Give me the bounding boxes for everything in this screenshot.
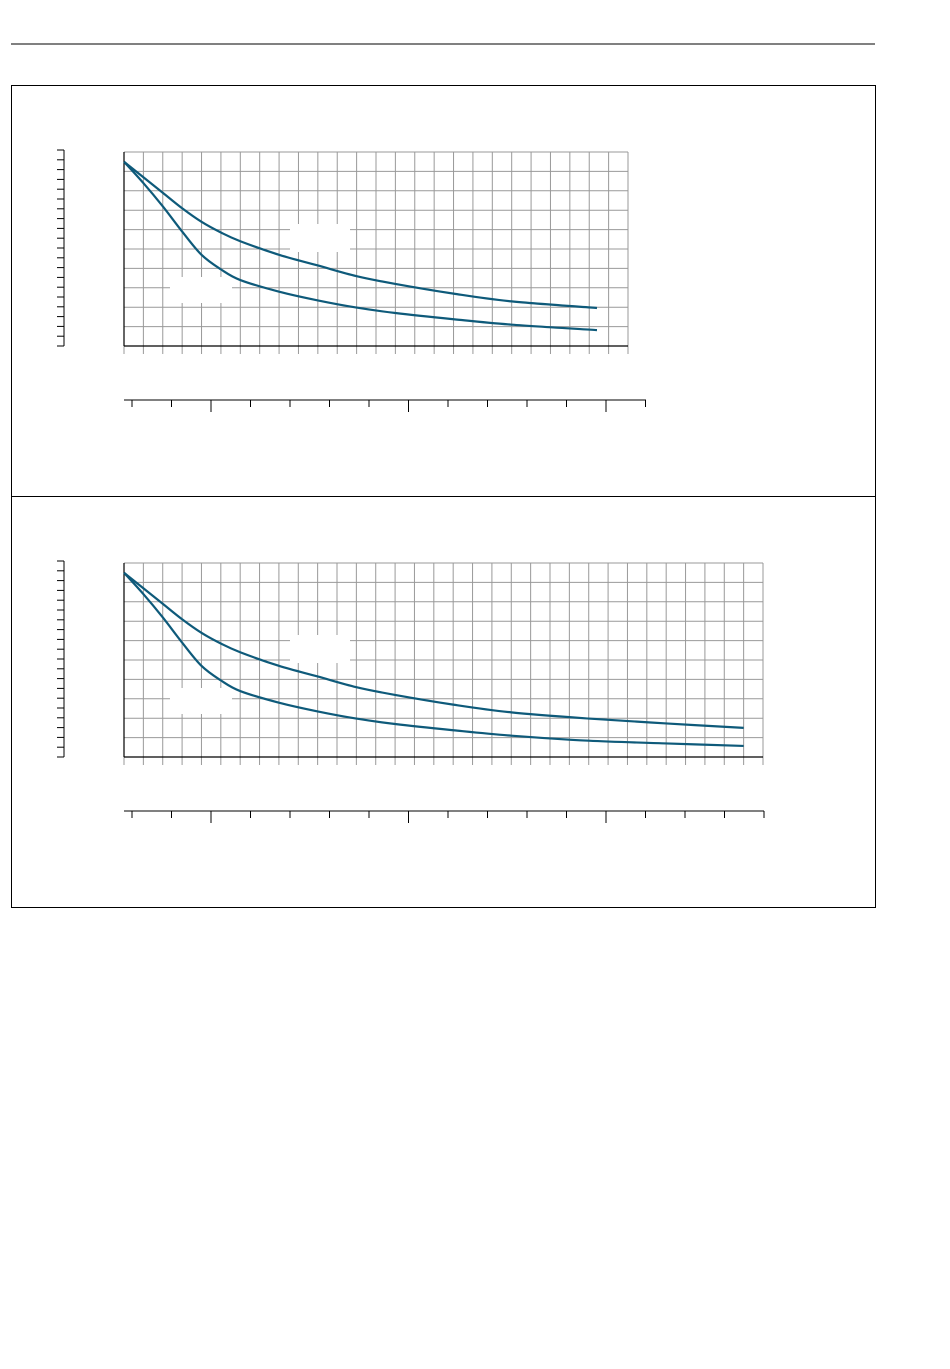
curve xyxy=(123,571,744,748)
label-box xyxy=(290,635,350,663)
label-box xyxy=(170,277,232,303)
curve xyxy=(123,160,598,332)
curve xyxy=(123,571,744,729)
curve xyxy=(123,160,598,310)
label-box xyxy=(170,688,232,714)
label-box xyxy=(290,224,350,252)
